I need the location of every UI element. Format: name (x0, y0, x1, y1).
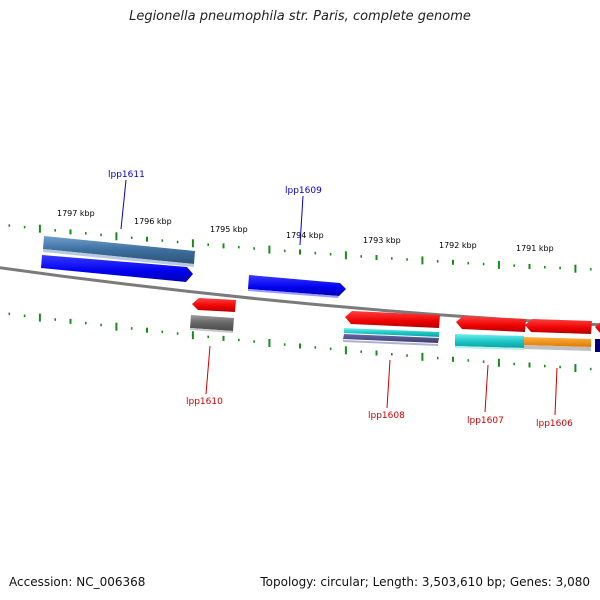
gene-lpp1606-arrow[interactable] (525, 319, 592, 334)
gene-lpp1606-cog-bar[interactable] (524, 337, 591, 347)
leader-lpp1608 (386, 359, 391, 409)
gene-lpp1609-highlight (248, 289, 339, 298)
gene-lpp1607-cog-bar[interactable] (455, 334, 524, 348)
gene-lpp1610-arrow[interactable] (192, 298, 236, 312)
scale-label-1793: 1793 kbp (363, 236, 401, 245)
genome-backbone (0, 266, 600, 327)
map-title: Legionella pneumophila str. Paris, compl… (129, 9, 471, 24)
forward-genes (41, 236, 346, 298)
leader-lpp1609 (299, 195, 304, 246)
gene-lpp1607-arrow[interactable] (456, 316, 526, 332)
reverse-genes (190, 298, 600, 352)
gene-lpp1610-cog-bar[interactable] (190, 315, 234, 331)
scale-label-1792: 1792 kbp (439, 241, 477, 250)
scale-label-1796: 1796 kbp (134, 217, 172, 226)
gene-lpp1608-cog-cyan[interactable] (344, 328, 439, 337)
gene-label-lpp1610[interactable]: lpp1610 (186, 397, 223, 407)
scale-label-1794: 1794 kbp (286, 231, 324, 240)
gene-lpp1606-cog-highlight (524, 345, 591, 351)
gene-lpp1608-arrow[interactable] (345, 311, 440, 328)
accession-text: Accession: NC_006368 (9, 575, 146, 589)
scale-ticks (8, 224, 592, 373)
leader-lpp1607 (484, 364, 489, 413)
leader-lpp1606 (554, 367, 558, 416)
gene-lpp1608-cog-highlight (343, 340, 438, 346)
gene-lpp1610-cog-highlight (190, 328, 233, 333)
leader-lpp1610 (205, 345, 211, 395)
gene-lpp1607-cog-highlight (455, 346, 524, 350)
gene-label-lpp1609[interactable]: lpp1609 (285, 186, 322, 196)
scale-label-1795: 1795 kbp (210, 225, 248, 234)
scale-label-1797: 1797 kbp (57, 209, 95, 218)
gene-next-partial-arrow[interactable] (595, 321, 600, 334)
gene-label-lpp1607[interactable]: lpp1607 (467, 416, 504, 426)
gene-lpp1611-cog-highlight (43, 249, 194, 267)
gene-labels: lpp1611 lpp1609 lpp1610 lpp1608 lpp1607 … (108, 170, 573, 429)
topology-summary: Topology: circular; Length: 3,503,610 bp… (260, 575, 590, 589)
gene-lpp1611-arrow[interactable] (41, 255, 193, 282)
label-leaders (120, 179, 558, 416)
scale-label-1791: 1791 kbp (516, 244, 554, 253)
scale-labels: 1797 kbp 1796 kbp 1795 kbp 1794 kbp 1793… (57, 209, 554, 253)
gene-lpp1611-cog-bar[interactable] (43, 236, 195, 264)
gene-label-lpp1606[interactable]: lpp1606 (536, 419, 573, 429)
gene-label-lpp1611[interactable]: lpp1611 (108, 170, 145, 180)
leader-lpp1611 (120, 179, 127, 230)
gene-lpp1608-cog-purple[interactable] (343, 334, 439, 343)
gene-label-lpp1608[interactable]: lpp1608 (368, 411, 405, 421)
gene-next-partial-cog[interactable] (595, 339, 600, 352)
gene-lpp1609-arrow[interactable] (248, 275, 346, 296)
